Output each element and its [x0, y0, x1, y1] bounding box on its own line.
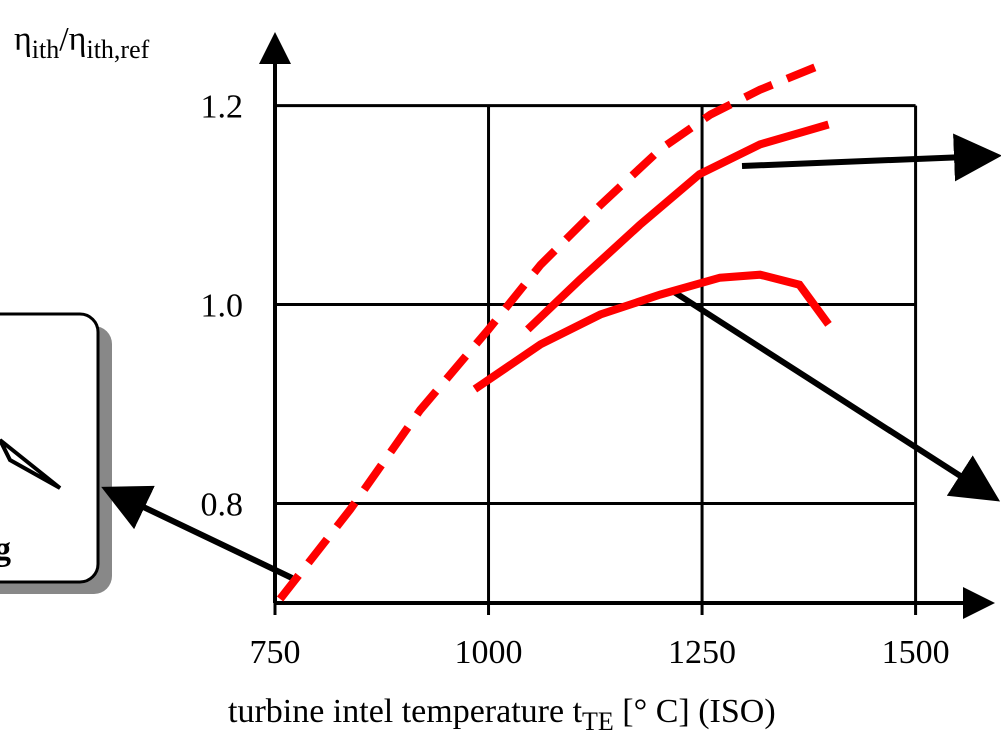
- label-part: η: [14, 21, 32, 58]
- series-line: [472, 270, 832, 393]
- label-part: [° C] (ISO): [614, 693, 776, 730]
- label-part: turbine intel temperature t: [228, 693, 583, 730]
- series-line: [276, 58, 831, 602]
- x-tick-label: 750: [250, 634, 301, 671]
- x-tick-label: 1000: [455, 634, 523, 671]
- y-axis-label: ηith/ηith,ref: [14, 21, 150, 64]
- y-tick-label: 1.2: [201, 89, 244, 126]
- box: [0, 312, 100, 584]
- icon: [0, 438, 62, 490]
- arrow: [101, 485, 294, 581]
- plot: 0.8 1.0 1.2 750 1000 1250 1500: [201, 32, 995, 671]
- arrow: [741, 133, 1001, 182]
- y-tick-label: 1.0: [201, 288, 244, 325]
- y-tick-label: 0.8: [201, 487, 244, 524]
- x-tick-label: 1500: [882, 634, 950, 671]
- arrow: [672, 289, 1001, 502]
- series-line: [525, 120, 830, 333]
- subscript: ith: [32, 35, 59, 64]
- subscript: TE: [582, 707, 614, 736]
- subscript: ith,ref: [86, 35, 149, 64]
- box-text: g: [0, 531, 11, 568]
- x-axis-label: turbine intel temperature tTE [° C] (ISO…: [228, 693, 776, 736]
- label-part: /η: [59, 21, 86, 58]
- x-tick-label: 1250: [668, 634, 736, 671]
